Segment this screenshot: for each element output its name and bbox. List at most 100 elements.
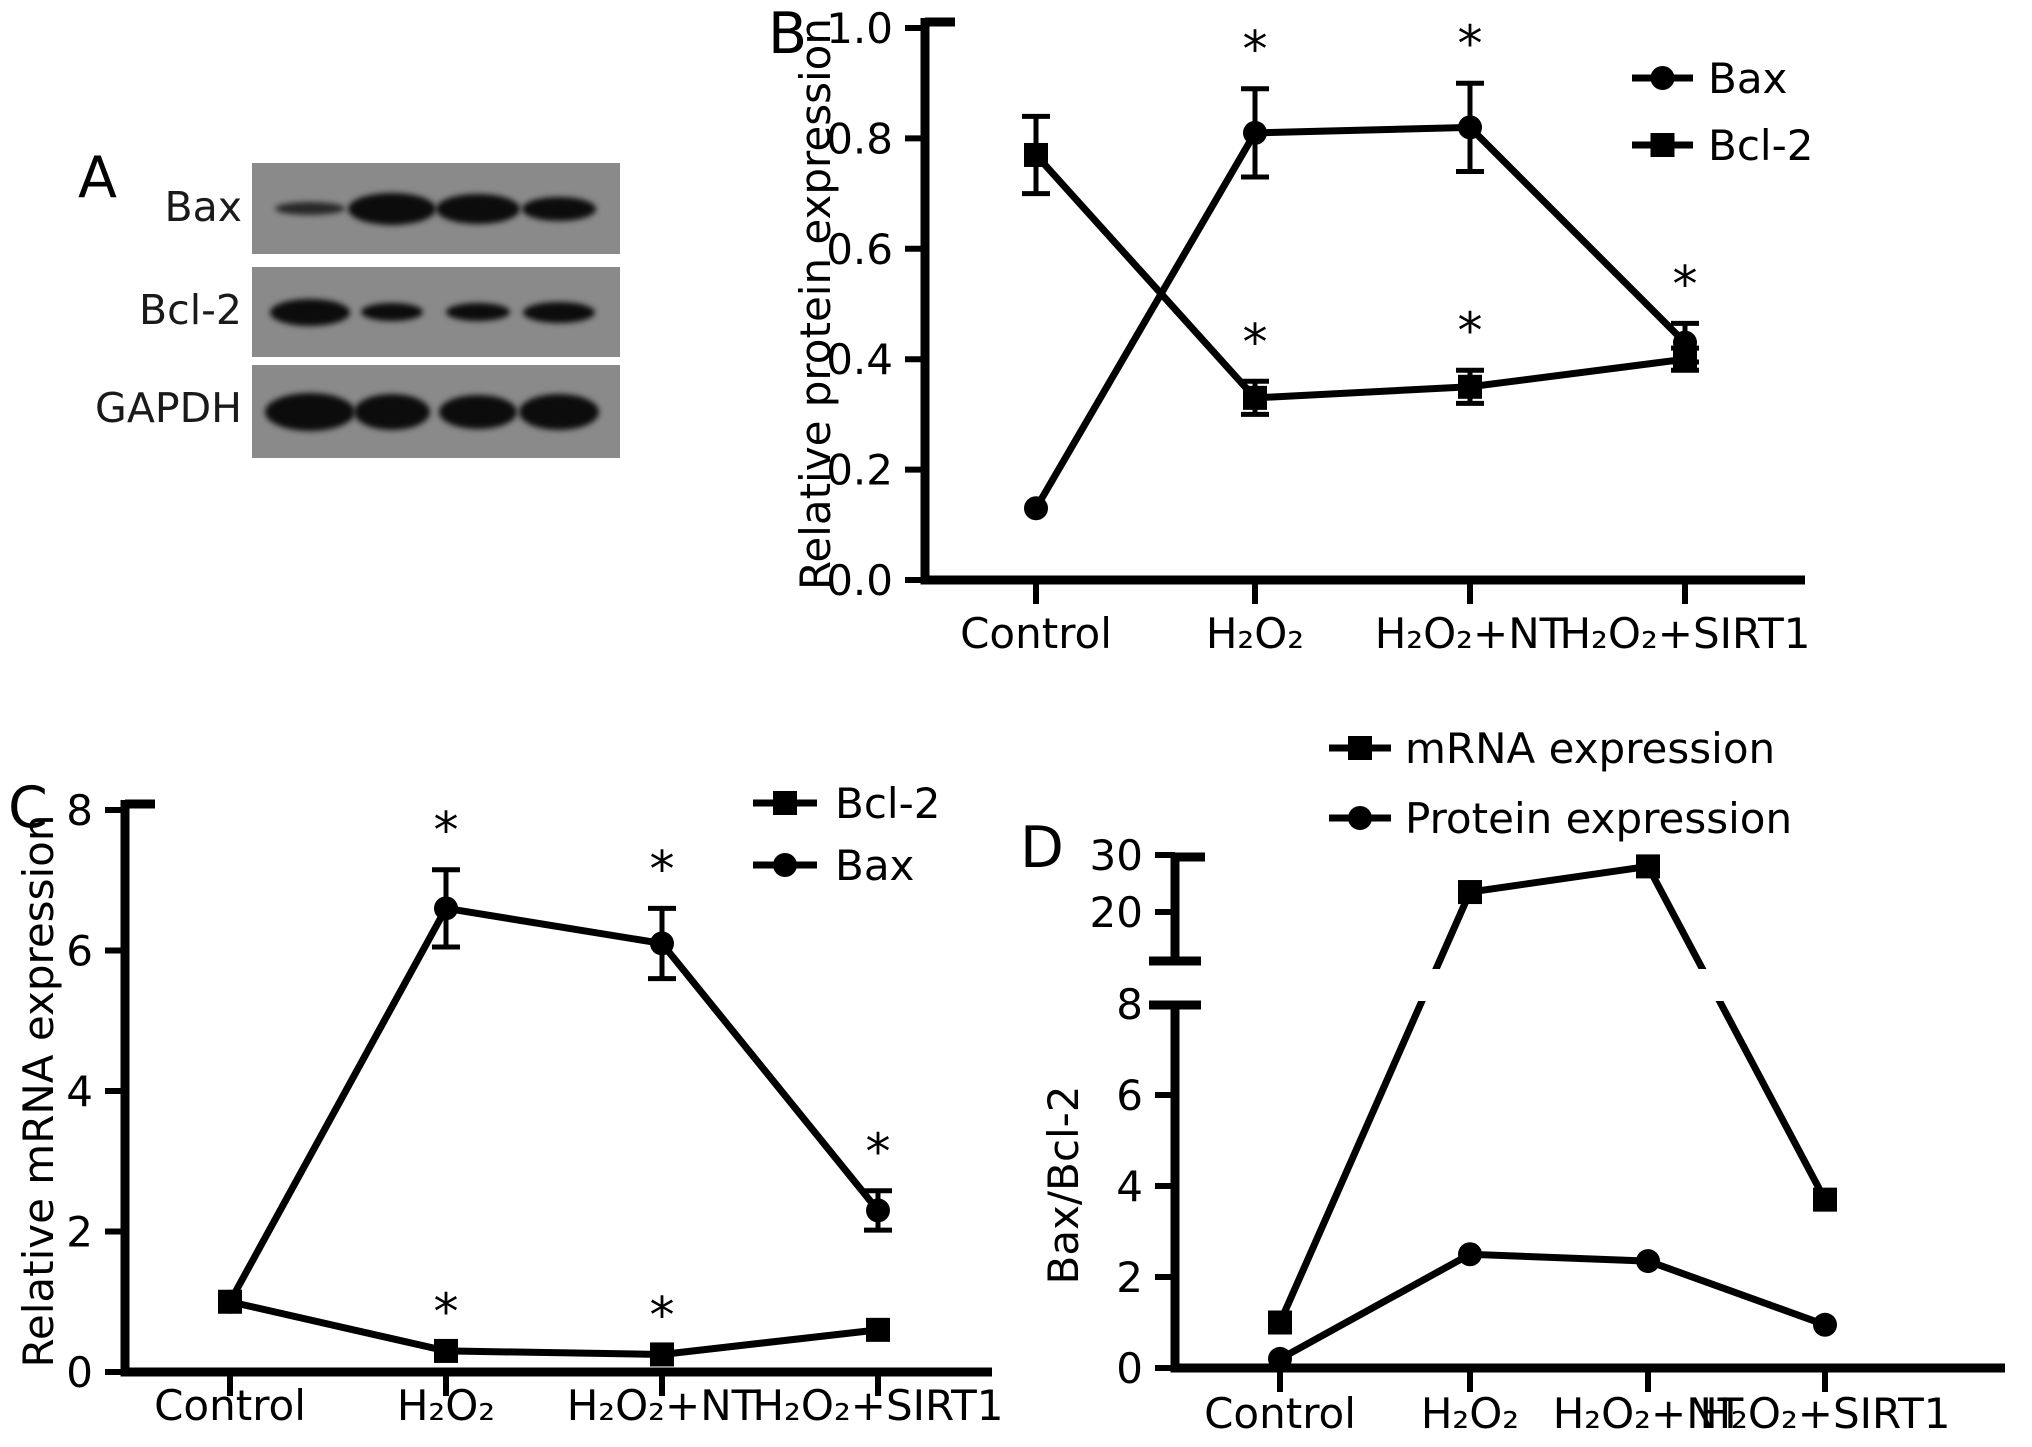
blot-strip-bcl2 xyxy=(252,267,620,357)
data-point-bax xyxy=(866,1198,890,1223)
panel-c-label: C xyxy=(8,775,48,841)
data-point-bcl-2 xyxy=(434,1338,458,1363)
legend-label: mRNA expression xyxy=(1405,724,1775,773)
y-tick-label: 20 xyxy=(1090,888,1143,937)
legend-marker xyxy=(1348,736,1372,760)
x-category-label: Control xyxy=(154,1381,306,1430)
y-tick-label: 1.0 xyxy=(826,4,893,53)
axis-break-gap xyxy=(1181,969,2011,1001)
data-point-bcl-2 xyxy=(1673,347,1697,372)
data-point-mrna-expression xyxy=(1458,880,1482,905)
blot-band xyxy=(275,202,345,215)
x-category-label: H₂O₂ xyxy=(397,1381,495,1430)
data-point-bcl-2 xyxy=(1024,142,1048,167)
blot-band xyxy=(439,394,517,429)
data-point-bax xyxy=(650,931,674,956)
legend-label: Bcl-2 xyxy=(835,779,940,828)
data-point-bax xyxy=(218,1289,242,1314)
legend-label: Protein expression xyxy=(1405,794,1792,843)
data-point-bax xyxy=(434,896,458,921)
data-point-bcl-2 xyxy=(650,1342,674,1367)
legend: mRNA expression Protein expression xyxy=(1329,724,1792,843)
series-bax: *** xyxy=(1024,15,1699,521)
blot-band xyxy=(446,303,510,321)
blot-band xyxy=(270,298,350,326)
y-tick-label: 6 xyxy=(66,927,93,976)
data-point-mrna-expression xyxy=(1636,854,1660,879)
y-tick-label: 8 xyxy=(66,786,93,835)
significance-star: * xyxy=(1458,302,1483,360)
legend-marker xyxy=(773,791,797,815)
significance-star: * xyxy=(1243,21,1268,79)
blot-row-label-bax: Bax xyxy=(164,183,242,231)
series-mrna-expression xyxy=(1268,854,1837,1335)
blot-strip-gapdh xyxy=(252,365,620,458)
data-point-bax xyxy=(1243,120,1267,145)
protein-expression-chart: 0.0 0.2 0.4 0.6 0.8 1.0 Control H₂O₂ H₂O₂+NTH₂O₂… xyxy=(791,4,1813,658)
data-point-protein-expression xyxy=(1813,1312,1837,1337)
significance-star: * xyxy=(866,1123,891,1181)
y-axis-title: Relative protein expression xyxy=(791,18,840,590)
y-tick-label: 6 xyxy=(1116,1071,1143,1120)
legend: Bcl-2 Bax xyxy=(753,779,940,890)
significance-star: * xyxy=(434,1283,459,1341)
x-category-label: Control xyxy=(960,609,1112,658)
data-point-protein-expression xyxy=(1458,1242,1482,1267)
data-point-bcl-2 xyxy=(1243,385,1267,410)
data-point-bax xyxy=(1458,115,1482,140)
y-tick-label: 4 xyxy=(66,1067,93,1116)
y-axis-title: Relative mRNA expression xyxy=(14,815,63,1368)
blot-band xyxy=(436,193,520,224)
series-lines xyxy=(1032,123,1688,511)
significance-star: * xyxy=(650,1286,675,1344)
data-point-mrna-expression xyxy=(1268,1310,1292,1335)
data-point-bcl-2 xyxy=(866,1317,890,1342)
y-tick-label: 0 xyxy=(1116,1344,1143,1393)
legend-marker xyxy=(1650,66,1675,90)
blot-band xyxy=(519,393,599,430)
panel-a-label: A xyxy=(78,145,117,211)
series-line-bax xyxy=(1032,123,1688,511)
x-category-label: H₂O₂+SIRT1 xyxy=(1559,609,1810,658)
legend-marker xyxy=(773,853,797,877)
legend-marker xyxy=(1650,133,1675,157)
significance-star: * xyxy=(434,802,459,860)
series-line-protein-expression xyxy=(1278,1250,1827,1362)
panel-b-label: B xyxy=(768,1,808,67)
blot-band xyxy=(348,192,436,225)
blot-band xyxy=(265,392,355,431)
x-category-label: H₂O₂ xyxy=(1421,1389,1519,1438)
y-axis-ticks: 0.0 0.2 0.4 0.6 0.8 1.0 xyxy=(826,4,925,605)
y-axis-ticks: 0 2 4 6 8 xyxy=(66,786,125,1397)
y-tick-label: 0.8 xyxy=(826,114,893,163)
series-line-bcl-2 xyxy=(1033,152,1686,402)
x-category-label: H₂O₂+SIRT1 xyxy=(752,1381,1003,1430)
blot-band xyxy=(354,393,430,430)
axes xyxy=(920,17,1805,585)
data-point-protein-expression xyxy=(1268,1346,1292,1371)
series-lines xyxy=(226,904,881,1358)
blot-band xyxy=(361,303,423,321)
y-tick-label: 2 xyxy=(1116,1253,1143,1302)
blot-band xyxy=(522,196,596,221)
series-bcl-2: * * xyxy=(1022,113,1699,417)
y-axis-title: Bax/Bcl-2 xyxy=(1039,1085,1088,1284)
y-tick-label: 2 xyxy=(66,1208,93,1257)
data-point-protein-expression xyxy=(1636,1249,1660,1274)
series-lines xyxy=(1276,862,1829,1362)
significance-star: * xyxy=(1673,255,1698,313)
legend-label: Bax xyxy=(835,841,914,890)
significance-star: * xyxy=(1243,313,1268,371)
y-tick-label: 0.4 xyxy=(826,335,893,384)
axes xyxy=(1149,852,2005,1373)
y-tick-label: 0.6 xyxy=(826,225,893,274)
y-tick-label: 0 xyxy=(66,1348,93,1397)
blot-band xyxy=(523,301,595,323)
legend-marker xyxy=(1348,806,1372,830)
x-category-label: H₂O₂+NT xyxy=(1553,1389,1744,1438)
significance-star: * xyxy=(650,840,675,898)
